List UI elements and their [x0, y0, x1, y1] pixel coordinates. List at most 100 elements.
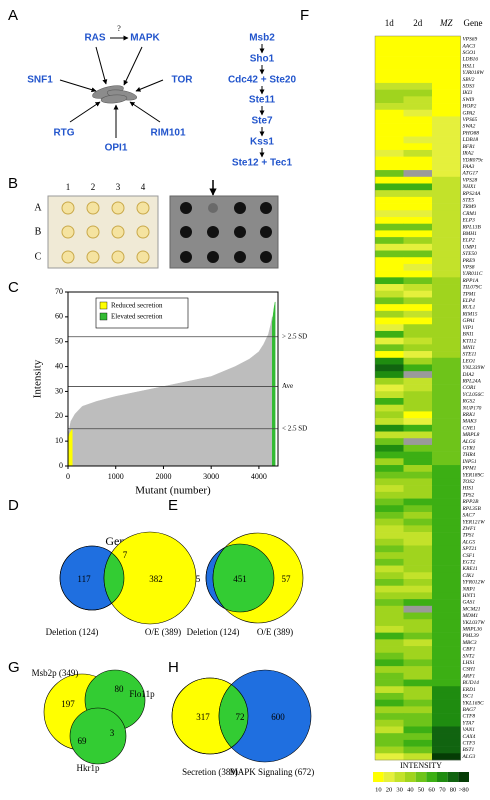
heatmap-cell [403, 619, 433, 627]
heatmap-cell [403, 579, 433, 587]
gene-label: LDB16 [462, 57, 479, 63]
heatmap-cell [375, 143, 404, 151]
heatmap-cell [375, 565, 404, 573]
diagram-node: Sho1 [250, 54, 275, 65]
heatmap-cell [375, 498, 404, 506]
heatmap-cell [403, 599, 433, 607]
heatmap-cell [432, 713, 461, 721]
venn-circle [69, 707, 127, 765]
gene-label: RPL13B [462, 224, 482, 230]
gene-label: YJR018W [463, 70, 485, 76]
column-header: 2d [413, 18, 423, 28]
heatmap-cell [375, 136, 404, 144]
gene-label: CTF8 [463, 714, 476, 720]
heatmap-cell [403, 431, 433, 439]
heatmap-cell [432, 639, 461, 647]
heatmap-cell [403, 451, 433, 459]
heatmap-cell [403, 129, 433, 137]
heatmap-cell [403, 183, 433, 191]
gene-label: SPT21 [463, 546, 478, 552]
heatmap-cell [375, 243, 404, 251]
heatmap-cell [432, 143, 461, 151]
colorbar-label: >80 [459, 786, 469, 793]
gene-label: SWA2 [463, 124, 476, 130]
colorbar-swatch [394, 772, 405, 782]
heatmap-cell [432, 572, 461, 580]
heatmap-cell [432, 726, 461, 734]
x-tick-label: 1000 [108, 472, 124, 481]
heatmap-cell [403, 458, 433, 466]
heatmap-cell [403, 364, 433, 372]
heatmap-cell [375, 713, 404, 721]
gene-label: UMP1 [463, 244, 478, 250]
heatmap-cell [432, 49, 461, 57]
heatmap-cell [403, 116, 433, 124]
heatmap-cell [403, 418, 433, 426]
heatmap-cell [375, 170, 404, 178]
heatmap-cell [432, 337, 461, 345]
heatmap-cell [432, 692, 461, 700]
heatmap-cell [403, 404, 433, 412]
heatmap-cell [375, 465, 404, 473]
heatmap-cell [432, 418, 461, 426]
heatmap-cell [375, 297, 404, 305]
heatmap-cell [375, 330, 404, 338]
heatmap-cell [432, 217, 461, 225]
heatmap-cell [432, 438, 461, 446]
colorbar-swatch [458, 772, 469, 782]
heatmap-cell [375, 706, 404, 714]
heatmap-cell [375, 351, 404, 359]
heatmap-cell [403, 217, 433, 225]
heatmap-cell [432, 82, 461, 90]
gene-label: CBF1 [463, 647, 476, 653]
heatmap-cell [375, 196, 404, 204]
gene-label: YKL037W [463, 620, 486, 626]
gene-label: BAG7 [463, 707, 476, 713]
heatmap-cell [375, 76, 404, 84]
colorbar-label: 40 [407, 786, 414, 793]
heatmap-cell [375, 424, 404, 432]
heatmap-cell [375, 599, 404, 607]
heatmap-cell [432, 458, 461, 466]
heatmap-cell [403, 297, 433, 305]
heatmap-cell [403, 465, 433, 473]
heatmap-cell [403, 49, 433, 57]
gene-label: RRK1 [462, 412, 476, 418]
gene-label: SWI9 [463, 97, 475, 103]
heatmap-cell [432, 116, 461, 124]
heatmap-cell [375, 371, 404, 379]
heatmap-cell [403, 149, 433, 157]
heatmap-cell [375, 719, 404, 727]
heatmap-cell [403, 485, 433, 493]
heatmap-cell [403, 109, 433, 117]
heatmap-cell [432, 451, 461, 459]
heatmap-cell [403, 471, 433, 479]
heatmap-cell [375, 96, 404, 104]
heatmap-cell [432, 491, 461, 499]
heatmap-cell [375, 398, 404, 406]
heatmap-cell [403, 525, 433, 533]
heatmap-cell [403, 666, 433, 674]
venn-count: 117 [77, 574, 91, 584]
heatmap-cell [432, 706, 461, 714]
heatmap-cell [403, 270, 433, 278]
gene-label: YDR079c [463, 157, 484, 163]
heatmap-cell [375, 686, 404, 694]
heatmap-cell [375, 632, 404, 640]
heatmap-cell [403, 532, 433, 540]
colorbar-label: 80 [450, 786, 457, 793]
heatmap-cell [403, 42, 433, 50]
heatmap-cell [403, 605, 433, 613]
complex-blob [92, 85, 138, 104]
heatmap-cell [432, 170, 461, 178]
heatmap-cell [375, 257, 404, 265]
heatmap-cell [403, 552, 433, 560]
diagram-node: OPI1 [105, 143, 128, 154]
heatmap-cell [432, 62, 461, 70]
heatmap-cell [375, 49, 404, 57]
heatmap-cell [432, 243, 461, 251]
heatmap-cell [375, 344, 404, 352]
heatmap-cell [432, 666, 461, 674]
gene-label: TRM9 [463, 204, 477, 210]
heatmap-cell [432, 210, 461, 218]
